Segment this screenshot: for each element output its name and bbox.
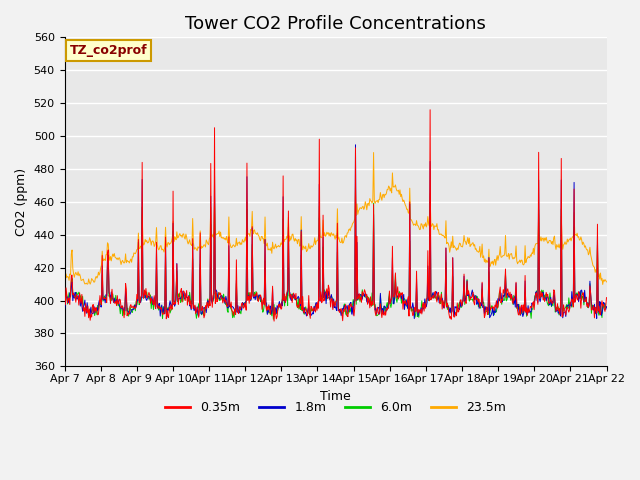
Title: Tower CO2 Profile Concentrations: Tower CO2 Profile Concentrations — [185, 15, 486, 33]
X-axis label: Time: Time — [320, 389, 351, 403]
Y-axis label: CO2 (ppm): CO2 (ppm) — [15, 168, 28, 236]
Legend: 0.35m, 1.8m, 6.0m, 23.5m: 0.35m, 1.8m, 6.0m, 23.5m — [161, 396, 511, 420]
Text: TZ_co2prof: TZ_co2prof — [70, 44, 148, 57]
